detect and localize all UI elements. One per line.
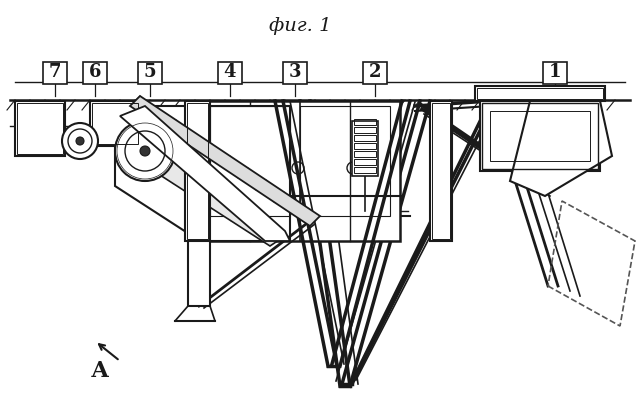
Bar: [354, 127, 376, 133]
Polygon shape: [510, 101, 612, 196]
Bar: [482, 103, 598, 169]
Text: 1: 1: [548, 63, 561, 81]
Bar: [15, 101, 65, 156]
Bar: [17, 103, 63, 154]
Circle shape: [76, 137, 84, 145]
Text: 5: 5: [144, 63, 156, 81]
Bar: [477, 88, 603, 99]
Polygon shape: [115, 106, 290, 241]
Bar: [90, 101, 140, 146]
Bar: [354, 159, 376, 165]
Bar: [432, 103, 450, 239]
Bar: [480, 101, 600, 171]
Text: 6: 6: [89, 63, 101, 81]
Bar: [543, 62, 567, 84]
Bar: [430, 101, 452, 241]
Bar: [354, 135, 376, 141]
Circle shape: [115, 121, 175, 181]
Bar: [354, 167, 376, 173]
Text: 3: 3: [289, 63, 301, 81]
Polygon shape: [115, 131, 285, 246]
Bar: [43, 62, 67, 84]
Bar: [300, 106, 390, 216]
Bar: [210, 106, 290, 216]
Bar: [490, 111, 590, 161]
Text: 7: 7: [49, 63, 61, 81]
Text: фиг. 1: фиг. 1: [269, 17, 332, 35]
Bar: [363, 62, 387, 84]
Polygon shape: [130, 96, 320, 226]
Circle shape: [62, 123, 98, 159]
Bar: [354, 143, 376, 149]
Text: 2: 2: [369, 63, 381, 81]
Circle shape: [140, 146, 150, 156]
Bar: [352, 121, 378, 176]
Bar: [283, 62, 307, 84]
Bar: [354, 151, 376, 157]
Bar: [354, 119, 376, 125]
Bar: [218, 62, 242, 84]
Bar: [475, 86, 605, 101]
Bar: [188, 241, 210, 306]
Text: 4: 4: [224, 63, 236, 81]
Text: А: А: [91, 360, 109, 382]
Polygon shape: [120, 106, 290, 241]
Bar: [83, 62, 107, 84]
Bar: [138, 62, 162, 84]
Bar: [200, 101, 400, 241]
Bar: [185, 101, 210, 241]
Bar: [187, 103, 208, 239]
Bar: [92, 103, 138, 144]
